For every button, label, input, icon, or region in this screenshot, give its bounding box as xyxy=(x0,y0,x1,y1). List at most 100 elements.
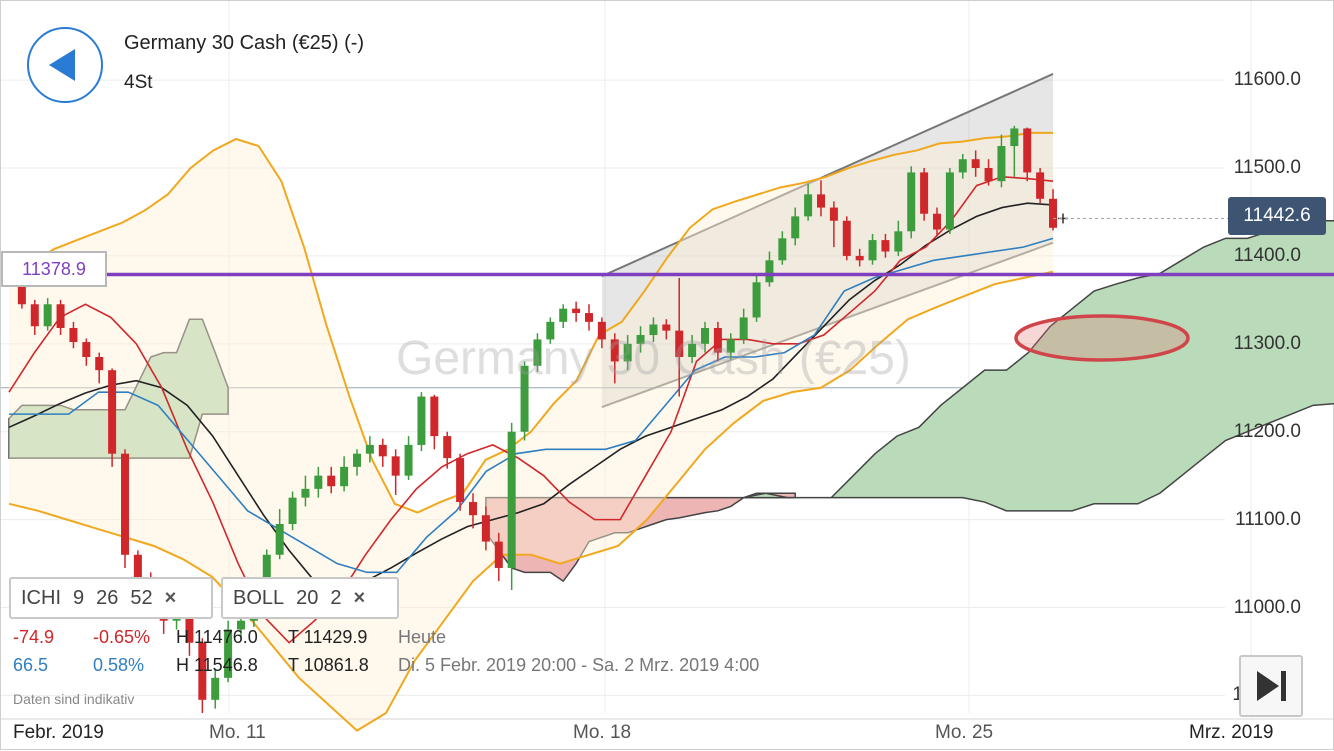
candle-body xyxy=(30,304,39,327)
timeframe-label[interactable]: 4St xyxy=(124,72,153,93)
candle xyxy=(649,317,658,343)
close-icon[interactable]: × xyxy=(353,586,366,609)
candle xyxy=(585,304,593,331)
candle-body xyxy=(713,327,722,353)
trend-channel xyxy=(601,73,1054,409)
candle-body xyxy=(95,357,104,371)
candle xyxy=(933,207,941,237)
candle-body xyxy=(365,444,374,454)
candle-body xyxy=(933,213,941,230)
candle xyxy=(301,475,310,507)
candle xyxy=(1036,168,1045,204)
candle xyxy=(365,436,374,463)
candle xyxy=(945,168,954,234)
candle-body xyxy=(417,396,426,445)
tenkan-line xyxy=(8,175,1054,644)
candle xyxy=(701,321,709,353)
candle-body xyxy=(907,172,916,232)
y-tick-label: 11600.0 xyxy=(1233,69,1301,91)
candle xyxy=(533,333,542,372)
candle xyxy=(765,251,774,287)
y-tick-label: 11400.0 xyxy=(1233,244,1301,266)
candle-body xyxy=(842,220,851,256)
candle xyxy=(1049,189,1057,231)
candle xyxy=(314,466,323,498)
candle-body xyxy=(198,642,207,700)
candle xyxy=(327,466,336,494)
ichi-p3: 52 xyxy=(130,586,153,609)
candle-body xyxy=(958,159,967,173)
cloud-green-forward xyxy=(743,220,1334,512)
overlays xyxy=(1,213,1334,362)
candle xyxy=(507,422,516,590)
candle xyxy=(894,220,903,256)
candle-body xyxy=(520,365,529,432)
candle xyxy=(817,180,825,217)
candle-body xyxy=(971,159,980,169)
jump-to-end-button[interactable] xyxy=(1239,655,1303,717)
candle-body xyxy=(868,240,877,261)
candle-body xyxy=(920,172,929,214)
ichimoku-chip[interactable]: ICHI 9 26 52 × xyxy=(9,577,213,619)
candle-body xyxy=(430,396,439,437)
candle-body xyxy=(469,502,477,516)
candle-body xyxy=(391,456,400,476)
candle xyxy=(636,326,645,353)
candle xyxy=(881,233,890,258)
candle-body xyxy=(314,475,323,489)
candle-body xyxy=(636,335,645,344)
stat-change: -74.9 xyxy=(13,627,55,647)
candle-body xyxy=(211,677,220,700)
y-tick-label: 11500.0 xyxy=(1233,157,1301,178)
channel-fill xyxy=(601,73,1053,408)
candle-body xyxy=(726,339,735,353)
bollinger-chip[interactable]: BOLL 20 2 × xyxy=(221,577,399,619)
candle xyxy=(778,231,787,265)
candle-body xyxy=(997,146,1006,182)
bollinger-upper xyxy=(8,131,1053,514)
x-tick-label: Mo. 25 xyxy=(935,722,994,743)
kijun-line xyxy=(8,202,1054,591)
candle-body xyxy=(1049,198,1057,228)
candle-body xyxy=(597,321,606,340)
candle xyxy=(69,321,78,349)
boll-p2: 2 xyxy=(330,586,342,609)
candle-body xyxy=(688,343,697,357)
candle xyxy=(791,207,800,246)
candle-body xyxy=(108,370,117,454)
candle-body xyxy=(288,497,297,525)
candle-body xyxy=(17,273,26,305)
x-tick-label: Mrz. 2019 xyxy=(1189,722,1274,743)
candle-body xyxy=(353,453,361,467)
candle xyxy=(855,248,864,267)
candle-body xyxy=(121,453,129,555)
channel-lower-line xyxy=(601,241,1054,409)
candle-body xyxy=(649,324,658,336)
candle-body xyxy=(804,194,813,217)
candle-body xyxy=(69,327,78,343)
candle-body xyxy=(301,488,310,498)
stat-period: Heute xyxy=(398,627,447,647)
candle-body xyxy=(133,554,142,582)
back-arrow-icon xyxy=(49,49,75,81)
candle xyxy=(378,438,387,467)
candle xyxy=(726,333,735,360)
candle-body xyxy=(765,260,774,283)
candle-body xyxy=(546,321,555,340)
y-tick-label: 11100.0 xyxy=(1235,508,1301,530)
candle-body xyxy=(623,343,632,362)
candle xyxy=(211,669,220,709)
stat-high: H 11476.0 xyxy=(176,627,258,647)
candle-body xyxy=(224,629,233,678)
candle xyxy=(404,436,413,481)
horizontal-level-tag[interactable]: 11378.9 xyxy=(1,251,107,287)
candle-body xyxy=(185,611,194,643)
candle xyxy=(739,308,748,344)
candle xyxy=(391,449,400,496)
candle-body xyxy=(533,339,542,366)
back-button[interactable] xyxy=(27,27,103,103)
close-icon[interactable]: × xyxy=(164,586,177,609)
x-tick-label: Mo. 11 xyxy=(209,722,266,743)
candle xyxy=(198,638,207,713)
